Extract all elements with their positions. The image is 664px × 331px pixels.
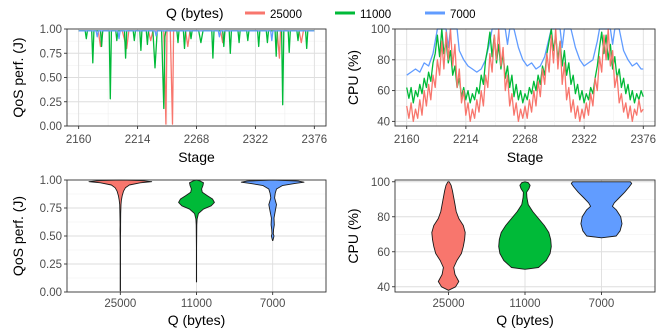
legend-label-25000: 25000 <box>270 9 302 21</box>
cpu-violin-x-tick-label: 25000 <box>433 298 465 310</box>
qos-timeseries-x-tick-label: 2268 <box>184 134 210 146</box>
qos-violin-y-tick-label: 0.75 <box>40 203 62 215</box>
cpu-timeseries-series-25000 <box>406 28 644 123</box>
qos-timeseries-y-axis-title: QoS perf. (J) <box>10 37 26 117</box>
cpu-violin-violin-11000 <box>498 181 552 270</box>
cpu-timeseries-x-tick-label: 2322 <box>571 134 597 146</box>
qos-violin-y-tick-label: 0.25 <box>40 259 62 271</box>
qos-timeseries-y-ticks: 0.00 0.25 0.50 0.75 1.00 <box>40 24 67 133</box>
qos-violin-y-tick-label: 0.50 <box>40 231 62 243</box>
qos-timeseries-y-tick-label: 0.75 <box>40 48 62 60</box>
legend: Q (bytes) 25000 11000 7000 <box>166 5 476 21</box>
qos-timeseries-panel: 0.00 0.25 0.50 0.75 1.00 2160 2214 2268 2322 2376… <box>10 24 327 165</box>
qos-violin-y-axis-title: QoS perf. (J) <box>10 196 26 276</box>
qos-timeseries-x-axis-title: Stage <box>178 149 215 165</box>
qos-violin-y-tick-label: 0.00 <box>40 287 62 299</box>
legend-label-11000: 11000 <box>360 9 391 21</box>
legend-label-7000: 7000 <box>450 9 476 21</box>
qos-violin-marks <box>88 179 305 292</box>
qos-violin-x-tick-label: 11000 <box>181 298 212 310</box>
cpu-violin-x-ticks: 25000 11000 7000 <box>433 292 615 310</box>
qos-timeseries-series-7000 <box>78 30 315 42</box>
qos-timeseries-x-tick-label: 2322 <box>243 134 269 146</box>
cpu-violin-y-ticks: 40 60 80 100 <box>371 177 395 294</box>
cpu-violin-y-tick-label: 100 <box>371 177 390 189</box>
cpu-violin-x-tick-label: 7000 <box>589 298 615 310</box>
cpu-timeseries-x-tick-label: 2376 <box>631 134 657 146</box>
qos-violin-violin-25000 <box>88 179 153 292</box>
qos-timeseries-x-ticks: 2160 2214 2268 2322 2376 <box>66 126 327 146</box>
cpu-timeseries-y-axis-title: CPU (%) <box>345 50 361 105</box>
cpu-violin-panel: 40 60 80 100 25000 11000 7000 Q (bytes) CPU (%) <box>345 177 656 328</box>
cpu-timeseries-panel: 40 60 80 100 2160 2214 2268 2322 2376 Stage CPU (%… <box>345 24 656 165</box>
qos-timeseries-y-tick-label: 0.25 <box>40 97 62 109</box>
qos-violin-panel: 0.00 0.25 0.50 0.75 1.00 25000 11000 7000 Q (byt… <box>10 175 327 328</box>
qos-violin-violin-7000 <box>240 179 305 241</box>
cpu-violin-y-tick-label: 80 <box>377 212 390 224</box>
cpu-timeseries-y-tick-label: 40 <box>377 116 390 128</box>
qos-timeseries-y-tick-label: 0.50 <box>40 73 62 85</box>
qos-timeseries-x-tick-label: 2160 <box>66 134 92 146</box>
qos-timeseries-y-tick-label: 1.00 <box>40 24 62 36</box>
cpu-violin-marks <box>431 181 633 291</box>
cpu-violin-x-axis-title: Q (bytes) <box>496 312 554 328</box>
cpu-violin-violin-7000 <box>570 181 633 239</box>
cpu-timeseries-x-tick-label: 2268 <box>512 134 538 146</box>
qos-violin-x-tick-label: 25000 <box>104 298 136 310</box>
qos-timeseries-series-11000 <box>78 30 315 110</box>
cpu-timeseries-y-tick-label: 60 <box>377 86 390 98</box>
qos-timeseries-x-tick-label: 2214 <box>125 134 151 146</box>
cpu-violin-x-tick-label: 11000 <box>509 298 540 310</box>
qos-timeseries-marks <box>78 30 315 125</box>
qos-violin-x-axis-title: Q (bytes) <box>168 312 226 328</box>
cpu-timeseries-y-tick-label: 100 <box>371 24 390 36</box>
cpu-timeseries-y-tick-label: 80 <box>377 55 390 67</box>
qos-timeseries-grid <box>67 28 326 127</box>
qos-timeseries-x-tick-label: 2376 <box>302 134 328 146</box>
cpu-timeseries-x-axis-title: Stage <box>507 149 544 165</box>
cpu-timeseries-y-ticks: 40 60 80 100 <box>371 24 395 128</box>
cpu-violin-y-tick-label: 40 <box>377 282 390 294</box>
cpu-timeseries-x-tick-label: 2160 <box>394 134 420 146</box>
cpu-timeseries-x-ticks: 2160 2214 2268 2322 2376 <box>394 126 656 146</box>
qos-violin-y-tick-label: 1.00 <box>40 175 62 187</box>
qos-timeseries-y-tick-label: 0.00 <box>40 121 62 133</box>
cpu-timeseries-x-tick-label: 2214 <box>453 134 479 146</box>
qos-violin-x-tick-label: 7000 <box>260 298 286 310</box>
qos-violin-y-ticks: 0.00 0.25 0.50 0.75 1.00 <box>40 175 67 299</box>
qos-violin-x-ticks: 25000 11000 7000 <box>104 292 285 310</box>
qos-violin-violin-11000 <box>178 179 215 283</box>
cpu-violin-violin-25000 <box>431 181 466 291</box>
cpu-violin-y-tick-label: 60 <box>377 247 390 259</box>
cpu-violin-y-axis-title: CPU (%) <box>345 208 361 263</box>
legend-title: Q (bytes) <box>166 5 224 21</box>
